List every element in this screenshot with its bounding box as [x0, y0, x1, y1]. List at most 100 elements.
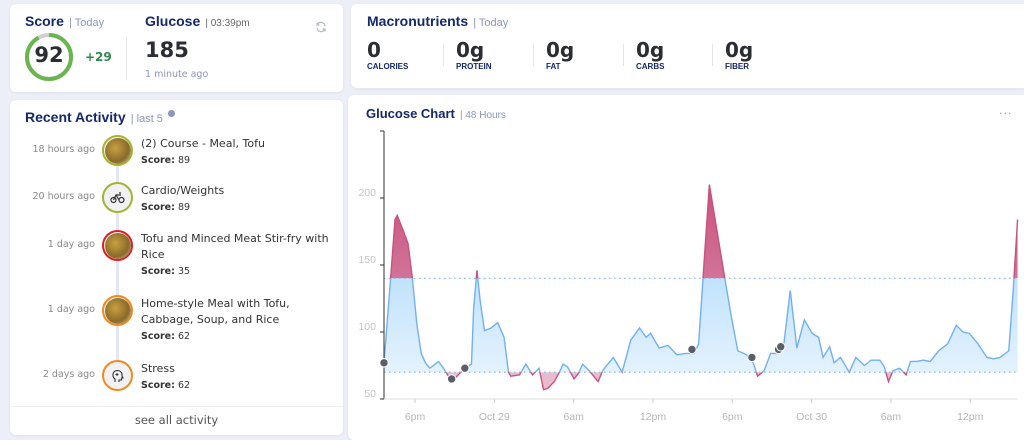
see-all-activity-link[interactable]: see all activity [134, 413, 219, 427]
meal-marker-icon [687, 344, 697, 355]
score-ring-fill [25, 33, 73, 81]
activity-title: Recent Activity [25, 109, 126, 125]
score-label: Score: [141, 202, 175, 213]
macro-label: CARBS [636, 62, 665, 71]
macro-fat: 0g FAT [546, 38, 574, 71]
activity-time: 18 hours ago [32, 144, 95, 155]
activity-score: 89 [177, 202, 191, 213]
macro-label: FAT [546, 62, 561, 71]
divider [623, 44, 624, 66]
glucose-time: | 03:39pm [205, 18, 250, 29]
macro-label: CALORIES [367, 62, 409, 71]
meal-marker-icon [747, 352, 757, 363]
activity-time: 1 day ago [47, 239, 95, 250]
activity-name: (2) Course - Meal, Tofu [141, 137, 265, 150]
meal-marker-icon [460, 363, 470, 373]
macro-value: 0g [725, 38, 754, 62]
macro-value: 0g [546, 38, 575, 62]
more-icon[interactable]: ··· [999, 107, 1013, 120]
chart-period: | 48 Hours [459, 110, 506, 121]
glucose-title: Glucose [145, 13, 201, 29]
x-tick-label: 6pm [722, 411, 743, 423]
score-label: Score: [141, 155, 175, 166]
macronutrients-card: Macronutrients | Today 0 CALORIES 0g PROTE… [351, 4, 1024, 88]
glucose-chart: 50 100 150 200 6pm Oct 29 6am 12pm 6pm Oct 30 6am 1… [358, 130, 1019, 423]
activity-score: 62 [177, 331, 191, 342]
x-tick-label: Oct 29 [479, 411, 510, 423]
macro-label: PROTEIN [456, 62, 492, 71]
score-delta: +29 [85, 50, 112, 64]
macro-fiber: 0g FIBER [725, 38, 753, 71]
macro-value: 0g [456, 38, 485, 62]
glucose-chart-card: Glucose Chart | 48 Hours ··· 50 100 150 200… [348, 95, 1024, 440]
macro-calories: 0 CALORIES [367, 38, 408, 71]
activity-header: Recent Activity | last 5 [25, 107, 176, 126]
glucose-header: Glucose | 03:39pm [145, 11, 250, 30]
y-tick-label: 50 [364, 388, 376, 400]
score-value: 92 [34, 43, 64, 67]
score-period: | Today [69, 17, 105, 29]
chart-title: Glucose Chart [366, 106, 455, 121]
score-title: Score [25, 13, 64, 29]
macro-protein: 0g PROTEIN [456, 38, 492, 71]
activity-icon [102, 230, 133, 261]
macro-value: 0g [636, 38, 665, 62]
glucose-line-in-range [383, 278, 1015, 373]
score-header: Score | Today [25, 11, 104, 30]
recent-activity-card: Recent Activity | last 5 18 hours ago (2… [10, 100, 343, 435]
divider [443, 44, 444, 66]
activity-score: 89 [177, 155, 191, 166]
x-tick-label: 12pm [957, 411, 984, 423]
score-ring [25, 33, 73, 81]
activity-name: Stress [141, 362, 175, 375]
divider [10, 406, 343, 407]
macro-period: | Today [473, 17, 509, 29]
score-label: Score: [141, 380, 175, 391]
meal-marker-icon [379, 358, 389, 368]
activity-score: 62 [177, 380, 191, 391]
macro-carbs: 0g CARBS [636, 38, 664, 71]
activity-period: | last 5 [130, 113, 163, 125]
score-label: Score: [141, 331, 175, 342]
macro-label: FIBER [725, 62, 749, 71]
in-range-area [384, 278, 1018, 373]
divider [712, 44, 713, 66]
x-tick-label: 6am [881, 411, 902, 423]
divider [126, 38, 127, 80]
score-glucose-card: Score | Today 92 +29 Glucose | 03:39pm 1… [10, 4, 343, 92]
activity-icon [102, 135, 133, 166]
score-label: Score: [141, 266, 175, 277]
activity-time: 1 day ago [47, 304, 95, 315]
activity-name: Cardio/Weights [141, 184, 225, 197]
macro-value: 0 [367, 38, 381, 62]
activity-icon [102, 182, 133, 213]
meal-photo [104, 232, 131, 259]
head-icon [112, 369, 124, 382]
glucose-value: 185 [145, 38, 189, 62]
x-tick-label: Oct 30 [796, 411, 827, 423]
activity-name: Home-style Meal with Tofu, Cabbage, Soup… [141, 297, 290, 326]
meal-marker-icon [446, 374, 457, 384]
glucose-updated: 1 minute ago [145, 69, 209, 80]
meal-photo [104, 297, 131, 324]
refresh-icon[interactable] [315, 21, 327, 33]
activity-score: 35 [177, 266, 191, 277]
divider [533, 44, 534, 66]
activity-name: Tofu and Minced Meat Stir-fry with Rice [141, 232, 329, 261]
macro-header: Macronutrients | Today [367, 11, 508, 30]
activity-time: 20 hours ago [32, 191, 95, 202]
bicycle-icon [110, 191, 125, 203]
meal-photo [104, 137, 131, 164]
y-tick-label: 150 [358, 254, 376, 266]
chart-header: Glucose Chart | 48 Hours [366, 103, 506, 122]
info-icon[interactable] [168, 110, 176, 117]
x-tick-label: 12pm [640, 411, 667, 423]
activity-time: 2 days ago [42, 369, 95, 380]
x-tick-label: 6pm [405, 411, 426, 423]
x-tick-label: 6am [563, 411, 584, 423]
macro-title: Macronutrients [367, 13, 469, 29]
activity-icon [102, 360, 133, 391]
activity-icon [102, 295, 133, 326]
y-tick-label: 200 [358, 187, 376, 199]
meal-marker-icon [776, 342, 786, 352]
